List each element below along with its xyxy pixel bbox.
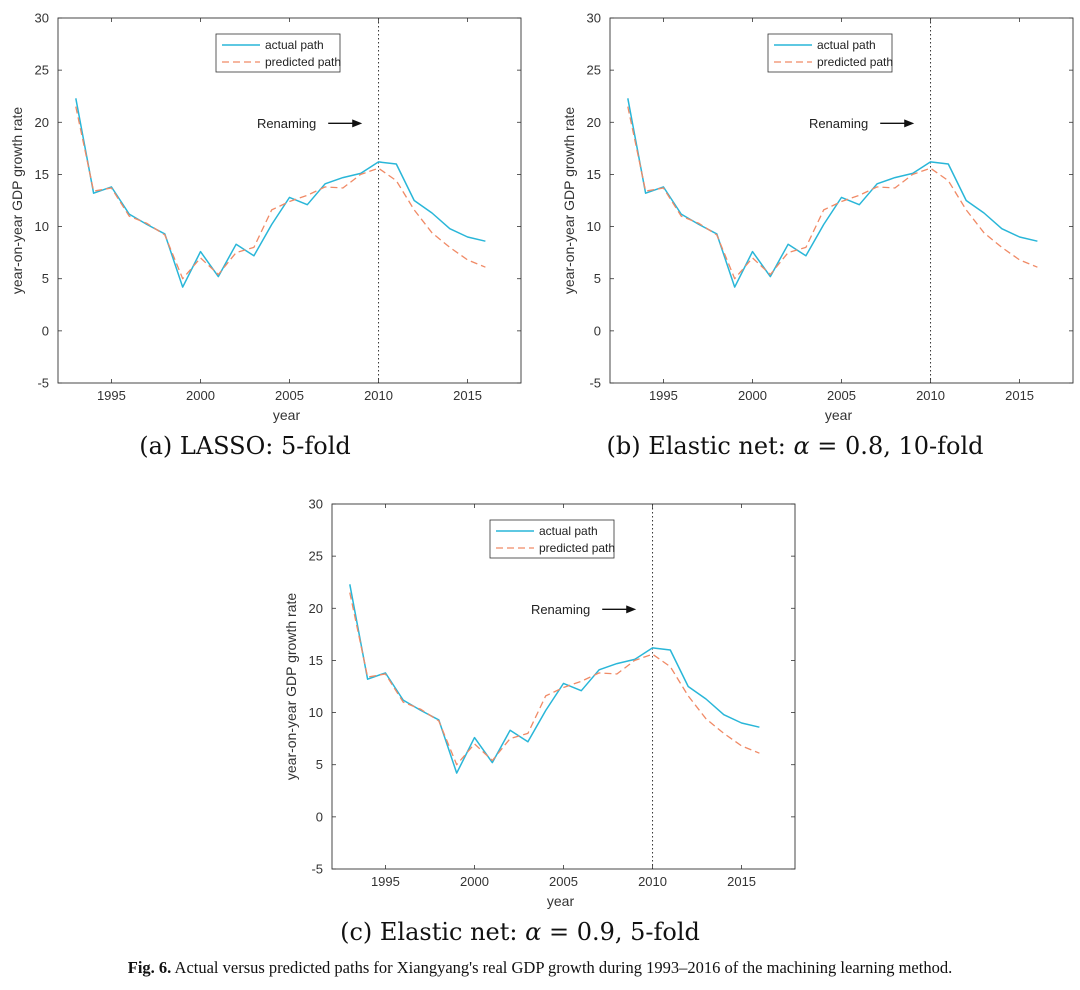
- chart-0-xtick-label: 1995: [97, 388, 126, 403]
- chart-2-ytick-label: 0: [316, 809, 323, 824]
- chart-2-ytick-label: 20: [309, 601, 323, 616]
- chart-2-axes-box: [331, 503, 796, 870]
- chart-2-legend-label: predicted path: [539, 541, 615, 555]
- chart-2-ytick-label: 25: [309, 549, 323, 564]
- chart-2-ytick-label: -5: [311, 862, 323, 877]
- chart-1-ytick-label: 25: [587, 63, 601, 78]
- chart-1-axes-box: [609, 17, 1074, 384]
- chart-c-plot: -5 0 5 10 15 20 25 30 1995 2000 2005 2010 2015 year ye…: [283, 497, 796, 909]
- chart-2-legend-box: [489, 519, 615, 559]
- chart-1-xtick-label: 1995: [649, 388, 678, 403]
- chart-2-annotation-text: Renaming: [531, 602, 590, 617]
- chart-c-caption-text: (c) Elastic net:: [340, 918, 526, 946]
- chart-2-legend-label: actual path: [539, 524, 598, 538]
- chart-0-legend-label: actual path: [265, 38, 324, 52]
- chart-a-plot: -5 0 5 10 15 20 25 30 1995 2000 2005 2010 2015 year ye…: [9, 11, 522, 423]
- chart-0-ytick-label: -5: [37, 376, 49, 391]
- chart-2-ytick-label: 5: [316, 757, 323, 772]
- chart-2-xtick-label: 2000: [460, 874, 489, 889]
- chart-0-ytick-label: 10: [35, 219, 49, 234]
- chart-2-series-predicted-path: [349, 592, 760, 766]
- chart-2-ytick-label: 15: [309, 653, 323, 668]
- chart-1-annotation-arrow-head: [904, 119, 915, 128]
- chart-b-caption: (b) Elastic net: α = 0.8, 10-fold: [575, 432, 1015, 460]
- chart-2-ylabel: year-on-year GDP growth rate: [283, 593, 299, 780]
- chart-1-ytick-label: -5: [589, 376, 601, 391]
- chart-0-xtick-label: 2015: [453, 388, 482, 403]
- chart-b-plot: -5 0 5 10 15 20 25 30 1995 2000 2005 2010 2015 year ye…: [561, 11, 1074, 423]
- chart-1-annotation-text: Renaming: [809, 116, 868, 131]
- chart-1-ytick-label: 30: [587, 11, 601, 26]
- chart-0-series-actual-path: [75, 98, 486, 288]
- chart-0-annotation-arrow-head: [352, 119, 363, 128]
- figure-caption-text: Actual versus predicted paths for Xiangy…: [171, 958, 953, 977]
- chart-1-xtick-label: 2010: [916, 388, 945, 403]
- chart-1-ytick-label: 10: [587, 219, 601, 234]
- chart-0-xtick-label: 2010: [364, 388, 393, 403]
- chart-2-xtick-label: 2005: [549, 874, 578, 889]
- chart-0-ytick-label: 0: [42, 323, 49, 338]
- chart-1-xlabel: year: [825, 407, 853, 423]
- chart-panel-a: -5 0 5 10 15 20 25 30 1995 2000 2005 2010 2015 year ye…: [0, 0, 530, 430]
- chart-b-caption-alpha: α: [793, 432, 810, 460]
- chart-2-xlabel: year: [547, 893, 575, 909]
- chart-1-xtick-label: 2005: [827, 388, 856, 403]
- chart-1-series-actual-path: [627, 98, 1038, 288]
- chart-0-legend-box: [215, 33, 341, 73]
- chart-1-ytick-label: 0: [594, 323, 601, 338]
- chart-0-ylabel: year-on-year GDP growth rate: [9, 107, 25, 294]
- chart-c-caption: (c) Elastic net: α = 0.9, 5-fold: [300, 918, 740, 946]
- chart-1-ytick-label: 5: [594, 271, 601, 286]
- chart-1-legend-label: actual path: [817, 38, 876, 52]
- chart-1-xtick-label: 2000: [738, 388, 767, 403]
- chart-c-caption-rest: = 0.9, 5-fold: [541, 918, 700, 946]
- chart-1-ytick-label: 15: [587, 167, 601, 182]
- chart-0-xlabel: year: [273, 407, 301, 423]
- chart-2-xtick-label: 1995: [371, 874, 400, 889]
- chart-b-caption-text: (b) Elastic net:: [606, 432, 794, 460]
- chart-0-ytick-label: 15: [35, 167, 49, 182]
- chart-0-axes-box: [57, 17, 522, 384]
- chart-1-ylabel: year-on-year GDP growth rate: [561, 107, 577, 294]
- chart-2-annotation-arrow-head: [626, 605, 637, 614]
- figure-caption: Fig. 6. Actual versus predicted paths fo…: [0, 958, 1080, 978]
- chart-1-series-predicted-path: [627, 106, 1038, 280]
- chart-1-xtick-label: 2015: [1005, 388, 1034, 403]
- chart-0-ytick-label: 20: [35, 115, 49, 130]
- chart-a-caption: (a) LASSO: 5-fold: [30, 432, 460, 460]
- chart-panel-b: -5 0 5 10 15 20 25 30 1995 2000 2005 2010 2015 year ye…: [552, 0, 1080, 430]
- chart-0-legend-label: predicted path: [265, 55, 341, 69]
- chart-a-caption-text: (a) LASSO: 5-fold: [139, 432, 351, 460]
- chart-0-annotation-text: Renaming: [257, 116, 316, 131]
- chart-0-ytick-label: 30: [35, 11, 49, 26]
- figure-caption-label: Fig. 6.: [127, 958, 172, 977]
- chart-2-xtick-label: 2010: [638, 874, 667, 889]
- chart-0-ytick-label: 25: [35, 63, 49, 78]
- chart-1-legend-label: predicted path: [817, 55, 893, 69]
- chart-1-legend-box: [767, 33, 893, 73]
- chart-c-caption-alpha: α: [525, 918, 542, 946]
- chart-0-xtick-label: 2005: [275, 388, 304, 403]
- chart-2-xtick-label: 2015: [727, 874, 756, 889]
- chart-0-xtick-label: 2000: [186, 388, 215, 403]
- chart-panel-c: -5 0 5 10 15 20 25 30 1995 2000 2005 2010 2015 year ye…: [274, 486, 804, 916]
- chart-0-ytick-label: 5: [42, 271, 49, 286]
- chart-2-ytick-label: 30: [309, 497, 323, 512]
- chart-2-series-actual-path: [349, 584, 760, 774]
- chart-2-ytick-label: 10: [309, 705, 323, 720]
- chart-1-ytick-label: 20: [587, 115, 601, 130]
- chart-b-caption-rest: = 0.8, 10-fold: [809, 432, 984, 460]
- chart-0-series-predicted-path: [75, 106, 486, 280]
